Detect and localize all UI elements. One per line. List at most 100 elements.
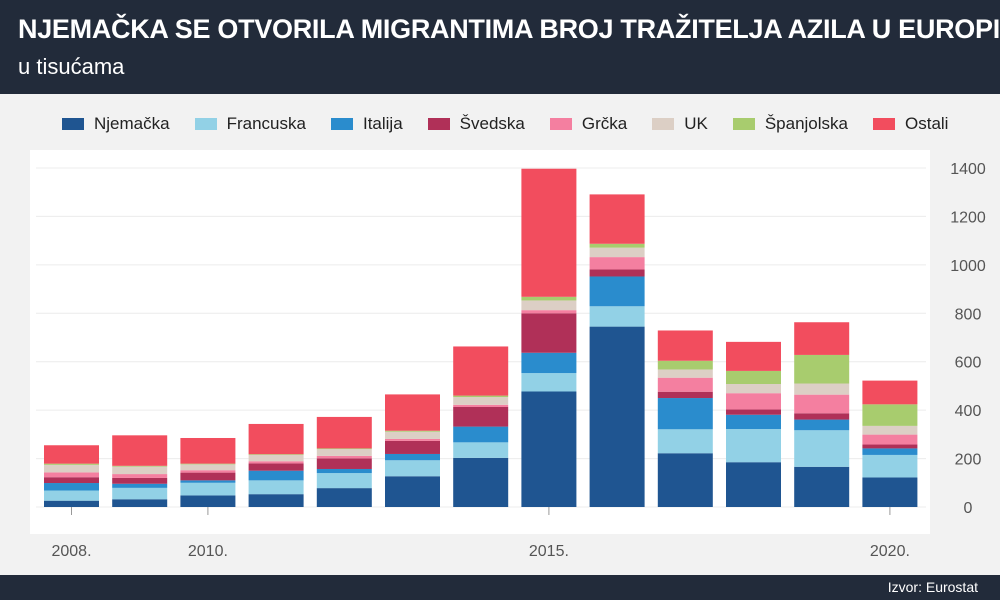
x-tick-label: 2010. <box>188 543 228 560</box>
bar-segment <box>180 472 236 481</box>
bar-segment <box>248 470 304 481</box>
bar-segment <box>726 429 781 463</box>
bar-segment <box>385 431 440 439</box>
bar-segment <box>589 243 645 248</box>
bar-segment <box>453 395 509 398</box>
bar-segment <box>248 454 304 462</box>
bar-segment <box>589 269 645 277</box>
source-label: Izvor: Eurostat <box>887 579 978 595</box>
bar-segment <box>44 477 99 484</box>
y-tick-label: 600 <box>955 355 982 372</box>
bar-segment <box>862 434 918 445</box>
bar-segment <box>726 341 781 371</box>
bar-segment <box>521 310 577 314</box>
bar-segment <box>453 346 509 396</box>
y-tick-label: 1000 <box>950 258 986 275</box>
bar-segment <box>44 464 99 473</box>
legend-item: Ostali <box>873 114 948 134</box>
bar-segment <box>521 391 577 507</box>
bar-segment <box>112 477 168 484</box>
bar-segment <box>794 322 850 355</box>
bar-segment <box>316 416 372 449</box>
bar-segment <box>248 423 304 455</box>
legend-swatch <box>549 118 572 130</box>
chart-subtitle: u tisućama <box>18 54 125 79</box>
bar-segment <box>726 409 781 415</box>
legend-item: UK <box>652 114 708 134</box>
bar-segment <box>112 483 168 488</box>
bar-segment <box>44 472 99 478</box>
bar-segment <box>862 448 918 455</box>
legend-item: Grčka <box>549 114 627 134</box>
bar-segment <box>112 465 168 467</box>
bar-segment <box>862 454 918 478</box>
bar-segment <box>316 458 372 469</box>
chart-title: NJEMAČKA SE OTVORILA MIGRANTIMA BROJ TRA… <box>18 14 1000 44</box>
bar-segment <box>589 257 645 270</box>
legend-label: Njemačka <box>94 114 170 133</box>
legend-label: UK <box>684 114 708 133</box>
bar-segment <box>657 398 713 430</box>
bar-segment <box>112 474 168 478</box>
legend-swatch <box>330 118 353 130</box>
legend-item: Francuska <box>194 114 306 134</box>
legend-swatch <box>427 118 450 130</box>
bar-segment <box>794 430 850 467</box>
bar-segment <box>589 276 645 307</box>
bar-segment <box>657 453 713 507</box>
bar-segment <box>316 473 372 489</box>
bar-segment <box>726 393 781 410</box>
bar-segment <box>316 449 372 456</box>
bar-segment <box>726 383 781 394</box>
bar-segment <box>44 463 99 465</box>
bar-segment <box>44 490 99 501</box>
bar-segment <box>862 380 918 405</box>
chart-legend: Njemačka Francuska Italija Švedska Grčka UK Šp… <box>62 112 973 136</box>
bar-segment <box>112 466 168 475</box>
bar-segment <box>862 425 918 435</box>
bar-segment <box>657 391 713 399</box>
y-tick-label: 800 <box>955 306 982 323</box>
legend-label: Španjolska <box>764 114 848 133</box>
bar-segment <box>248 463 304 471</box>
bar-segment <box>453 404 509 407</box>
bar-segment <box>453 397 509 405</box>
bar-segment <box>112 499 168 507</box>
bar-segment <box>726 414 781 430</box>
bar-segment <box>316 448 372 450</box>
legend-swatch <box>873 118 895 130</box>
bar-segment <box>521 296 577 301</box>
bar-segment <box>794 466 850 507</box>
y-tick-label: 1400 <box>950 161 986 178</box>
footer: Izvor: Eurostat <box>0 575 1000 600</box>
bar-segment <box>453 442 509 458</box>
bar-segment <box>862 444 918 449</box>
bar-segment <box>862 404 918 426</box>
legend-item: Švedska <box>427 114 525 134</box>
bar-segment <box>248 480 304 495</box>
bar-segment <box>794 354 850 384</box>
bar-segment <box>248 494 304 507</box>
bar-segment <box>589 306 645 327</box>
bar-segment <box>453 426 509 443</box>
y-tick-label: 400 <box>955 403 982 420</box>
bar-segment <box>726 370 781 384</box>
bar-segment <box>589 247 645 258</box>
bar-segment <box>589 326 645 507</box>
bar-segment <box>180 470 236 473</box>
bar-segment <box>521 313 577 353</box>
y-tick-label: 0 <box>964 500 973 517</box>
y-tick-label: 200 <box>955 452 982 469</box>
bar-segment <box>657 369 713 378</box>
bar-segment <box>385 460 440 477</box>
bar-segment <box>44 483 99 491</box>
bar-segment <box>248 454 304 455</box>
x-tick-label: 2020. <box>870 543 910 560</box>
bar-segment <box>180 480 236 483</box>
bar-segment <box>112 487 168 500</box>
legend-label: Švedska <box>459 114 525 133</box>
legend-label: Francuska <box>226 114 306 133</box>
bar-segment <box>385 440 440 454</box>
bar-segment <box>726 462 781 507</box>
bar-segment <box>521 352 577 374</box>
